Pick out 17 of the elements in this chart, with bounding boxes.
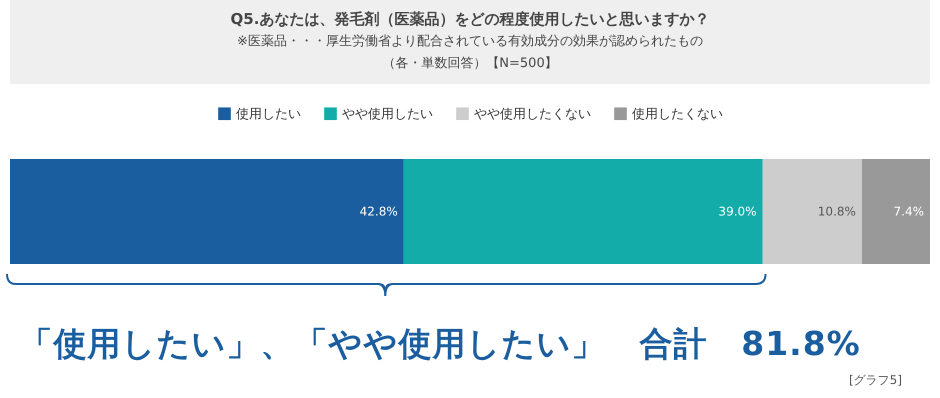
legend-label: やや使用したい [342, 106, 433, 122]
text: [グラフ5] [849, 372, 902, 389]
data-label: 39.0% [718, 204, 757, 218]
text: 「使用したい」、「やや使用したい」 合計 81.8% [18, 323, 862, 365]
legend-label: 使用したくない [632, 106, 723, 122]
chart-subtitle: ※医薬品・・・厚生労働省より配合されている有効成分の効果が認められたもの [236, 33, 704, 51]
legend-label: やや使用したくない [474, 106, 591, 122]
chart-title: Q5.あなたは、発毛剤（医薬品）をどの程度使用したいと思いますか？ [230, 10, 710, 29]
legend-label: 使用したい [236, 106, 301, 122]
text: （各・単数回答）【N=500】 [381, 55, 559, 73]
bar [10, 159, 404, 264]
data-label: 10.8% [818, 204, 856, 218]
data-label: 42.8% [360, 204, 398, 218]
data-label: 7.4% [894, 204, 924, 218]
bar [404, 159, 763, 264]
bar [862, 159, 930, 264]
bar [762, 159, 862, 264]
